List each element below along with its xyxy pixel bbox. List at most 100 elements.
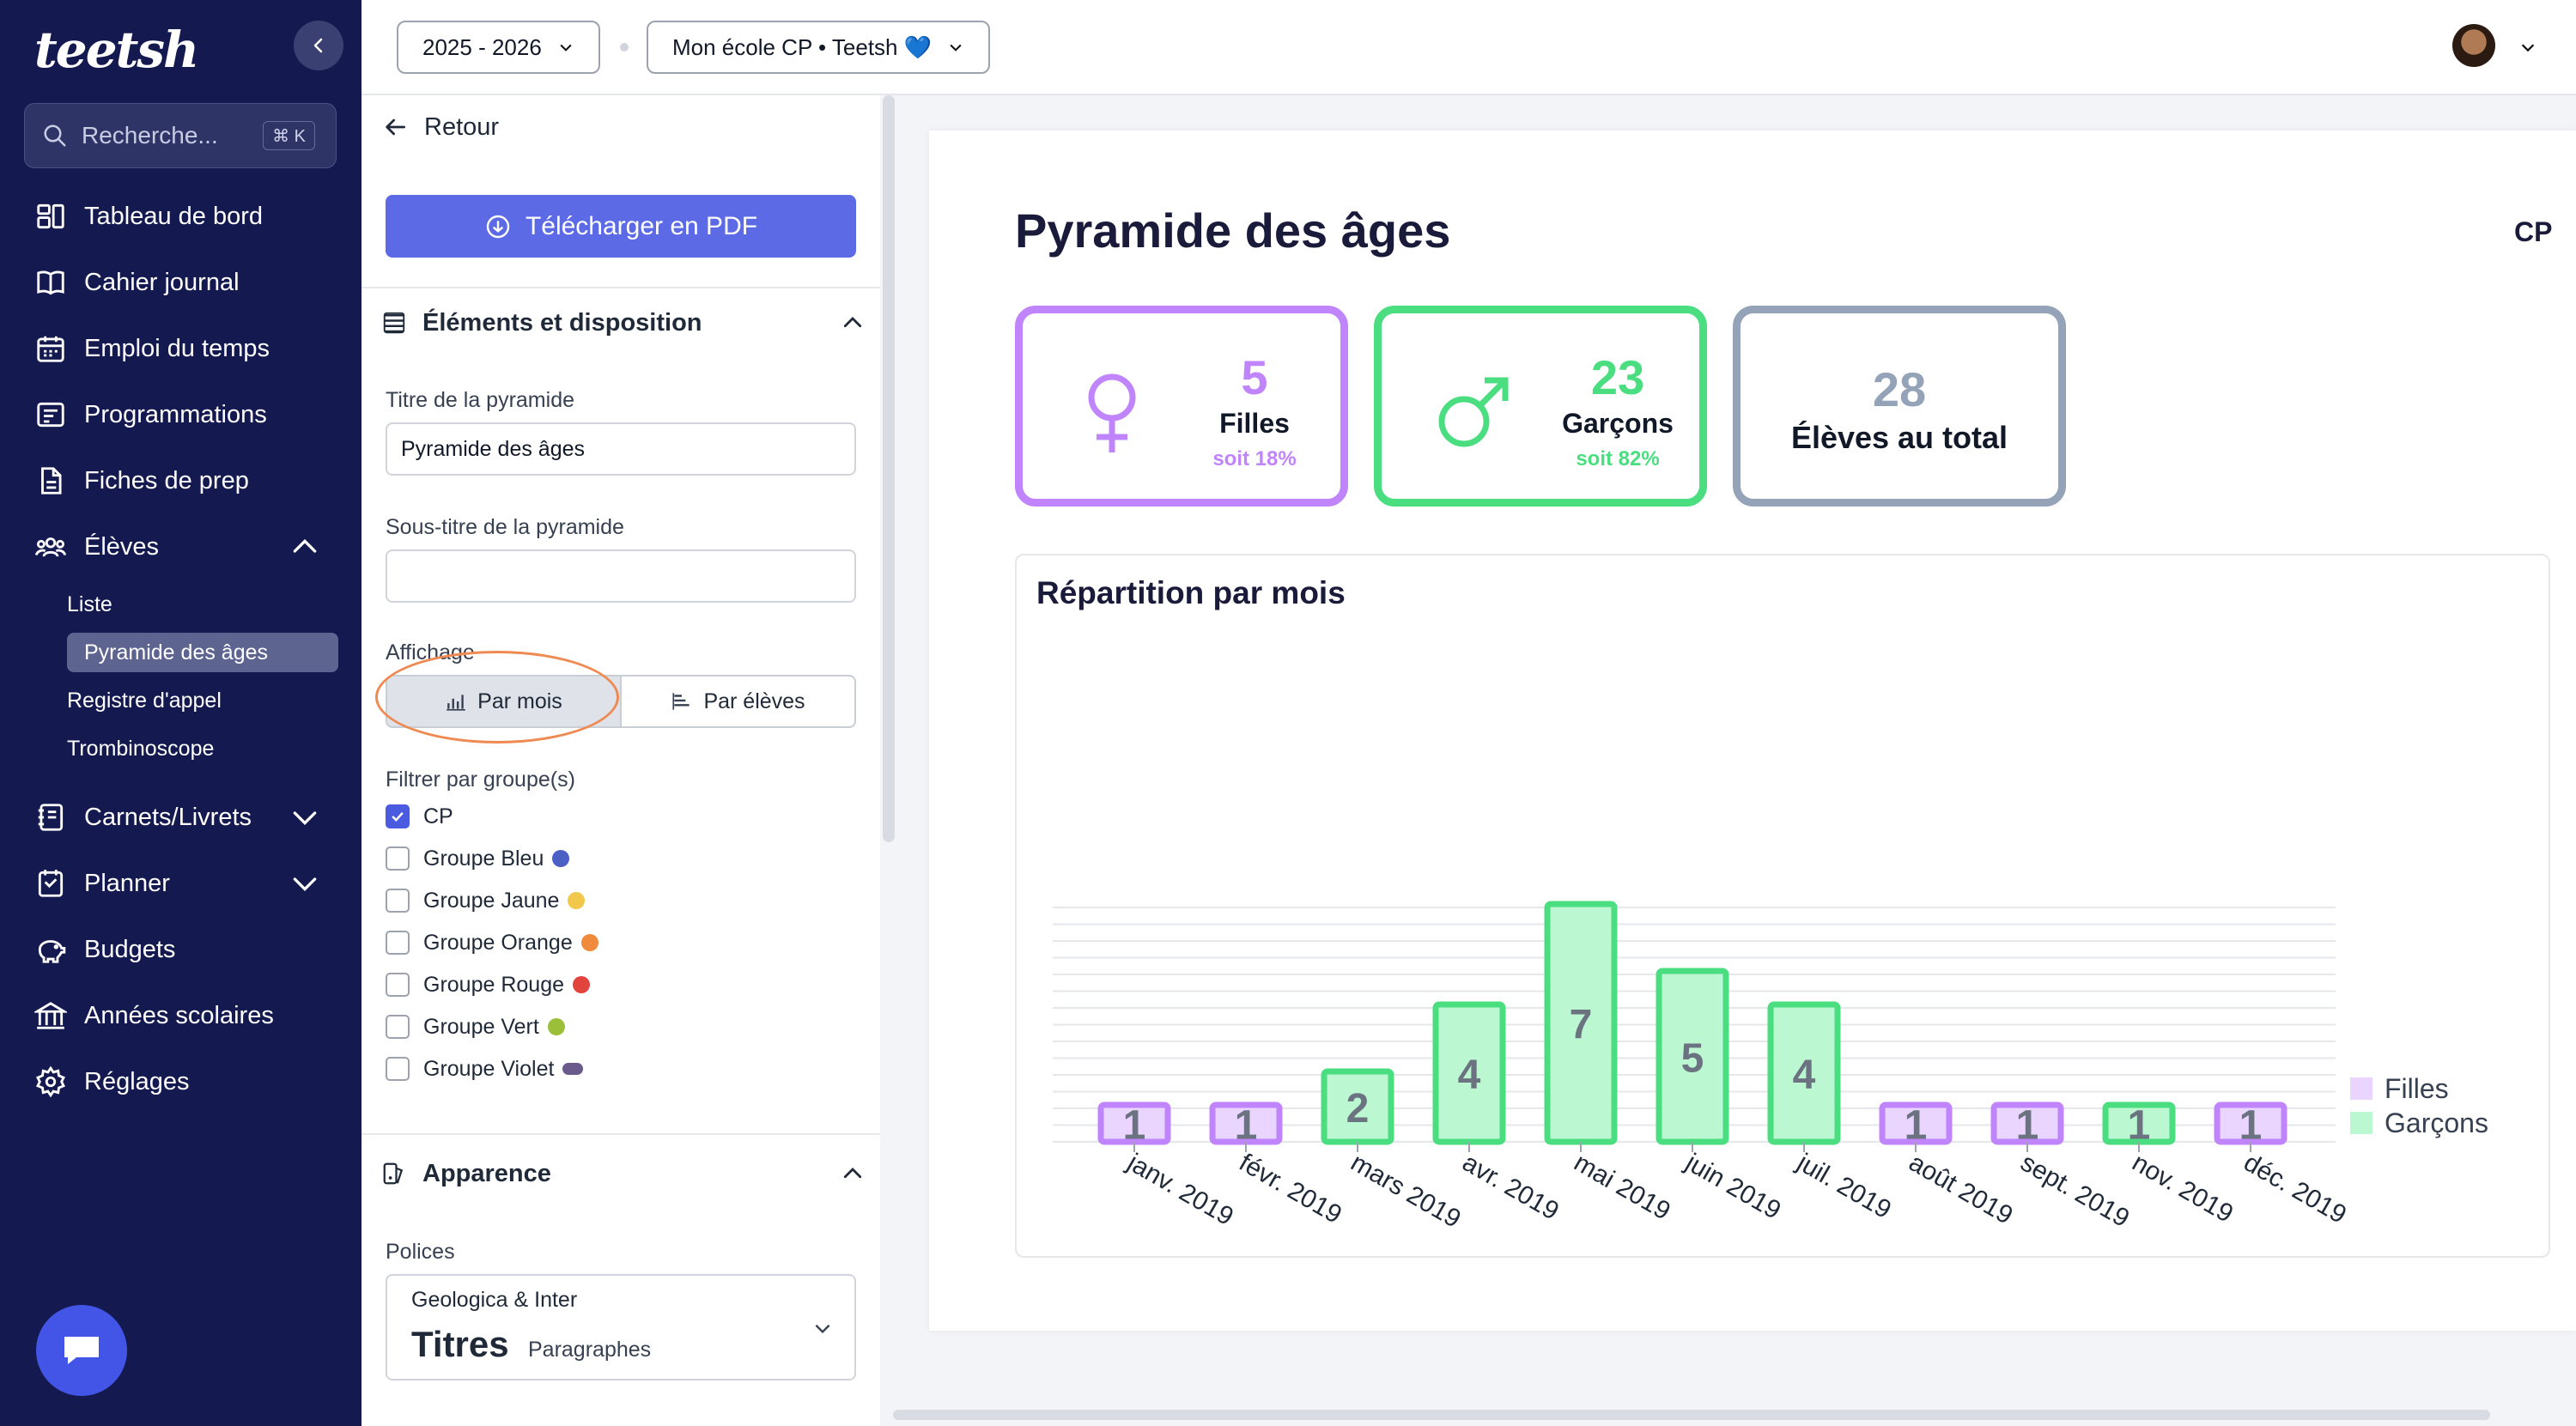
by-students-option[interactable]: Par élèves xyxy=(622,675,856,728)
legend-label: Filles xyxy=(2385,1073,2449,1104)
group-label: Groupe Jaune xyxy=(423,888,560,913)
girls-count: 5 xyxy=(1241,350,1268,404)
x-tick-label: nov. 2019 xyxy=(2128,1148,2239,1228)
girls-label: Filles xyxy=(1219,408,1290,439)
nav-label: Planner xyxy=(84,869,170,897)
chevron-down-icon xyxy=(815,1324,830,1334)
settings-panel xyxy=(361,95,880,1426)
chevron-down-icon[interactable] xyxy=(288,800,322,834)
group-checkbox-orange[interactable]: Groupe Orange xyxy=(386,927,598,958)
arrow-left-icon xyxy=(386,118,405,136)
sub-item-label: Registre d'appel xyxy=(67,688,222,713)
search-placeholder: Recherche... xyxy=(82,122,218,149)
app-logo[interactable]: teetsh xyxy=(34,21,199,79)
bar-value-label: 1 xyxy=(1235,1103,1258,1149)
nav-item-annees[interactable]: Années scolaires xyxy=(34,992,274,1040)
girls-percent: soit 18% xyxy=(1212,447,1297,470)
legend-swatch xyxy=(2350,1077,2372,1100)
bar-value-label: 4 xyxy=(1793,1053,1816,1098)
dashboard-icon xyxy=(37,203,64,229)
total-label: Élèves au total xyxy=(1790,420,2008,455)
pyramid-title-input[interactable] xyxy=(386,422,856,476)
male-symbol-icon xyxy=(1438,377,1509,447)
chat-button[interactable] xyxy=(36,1305,127,1396)
checkbox[interactable] xyxy=(386,1057,410,1081)
total-stat-card: 28 Élèves au total xyxy=(1733,306,2066,507)
font-pair: Geologica & Inter xyxy=(411,1288,578,1312)
nav-item-programmations[interactable]: Programmations xyxy=(34,391,267,439)
blueberry-icon xyxy=(552,850,570,867)
collapse-sidebar-button[interactable] xyxy=(294,21,343,70)
chevron-up-icon[interactable] xyxy=(288,530,322,564)
by-students-label: Par élèves xyxy=(703,689,805,713)
school-select[interactable]: Mon école CP • Teetsh 💙 xyxy=(647,21,991,74)
section-elements-header[interactable]: Éléments et disposition xyxy=(381,301,866,344)
panel-scrollbar[interactable] xyxy=(883,95,895,842)
nav-item-fiches[interactable]: Fiches de prep xyxy=(34,457,249,505)
section-appearance-header[interactable]: Apparence xyxy=(381,1152,866,1195)
nav-item-eleves[interactable]: Élèves xyxy=(34,523,159,571)
checkbox[interactable] xyxy=(386,1015,410,1039)
back-link[interactable]: Retour xyxy=(381,108,499,146)
eggplant-icon xyxy=(562,1063,584,1075)
divider xyxy=(361,1133,880,1135)
sub-item-pyramide[interactable]: Pyramide des âges xyxy=(67,633,338,672)
nav-label: Budgets xyxy=(84,935,176,963)
x-tick-label: déc. 2019 xyxy=(2239,1148,2352,1229)
piggy-bank-icon xyxy=(38,940,66,963)
horizontal-scrollbar[interactable] xyxy=(893,1410,2490,1420)
school-icon xyxy=(34,1002,67,1029)
nav-item-timetable[interactable]: Emploi du temps xyxy=(34,325,270,373)
avatar[interactable] xyxy=(2452,24,2495,67)
group-label: Groupe Orange xyxy=(423,930,573,955)
group-checkbox-bleu[interactable]: Groupe Bleu xyxy=(386,843,570,874)
group-label: Groupe Rouge xyxy=(423,972,565,997)
search-box[interactable]: Recherche... ⌘ K xyxy=(24,103,337,168)
nav-item-reglages[interactable]: Réglages xyxy=(34,1058,190,1106)
group-checkbox-violet[interactable]: Groupe Violet xyxy=(386,1053,584,1084)
checkbox[interactable] xyxy=(386,889,410,913)
group-checkbox-jaune[interactable]: Groupe Jaune xyxy=(386,885,586,916)
nav-item-planner[interactable]: Planner xyxy=(34,859,170,907)
checkbox[interactable] xyxy=(386,846,410,871)
chevron-down-icon[interactable] xyxy=(2518,38,2537,57)
nav-item-dashboard[interactable]: Tableau de bord xyxy=(34,192,263,240)
font-select[interactable]: Geologica & Inter Titres Paragraphes xyxy=(386,1274,856,1380)
boys-stat-card: 23 Garçons soit 82% xyxy=(1374,306,1707,507)
notebook-icon xyxy=(38,804,64,831)
download-icon xyxy=(486,215,510,238)
group-checkbox-vert[interactable]: Groupe Vert xyxy=(386,1011,565,1042)
gear-icon xyxy=(36,1065,65,1098)
sub-item-trombinoscope[interactable]: Trombinoscope xyxy=(50,729,321,768)
pyramid-subtitle-input[interactable] xyxy=(386,549,856,603)
kiwi-icon xyxy=(547,1018,565,1035)
search-icon xyxy=(44,124,66,147)
pyramid-title: Pyramide des âges xyxy=(1015,203,1451,258)
year-select[interactable]: 2025 - 2026 xyxy=(397,21,600,74)
bar-value-label: 5 xyxy=(1681,1036,1704,1082)
section-title: Apparence xyxy=(422,1159,551,1187)
search-shortcut: ⌘ K xyxy=(263,121,315,150)
horizontal-bars-icon xyxy=(672,693,690,710)
chart-title: Répartition par mois xyxy=(1036,575,1346,610)
group-checkbox-cp[interactable]: CP xyxy=(386,801,453,832)
checkbox[interactable] xyxy=(386,931,410,955)
sub-item-label: Liste xyxy=(67,592,112,616)
chevron-up-icon xyxy=(843,317,862,328)
chevron-down-icon xyxy=(950,44,962,52)
x-tick-label: mars 2019 xyxy=(1346,1148,1466,1233)
checkbox[interactable] xyxy=(386,804,410,828)
nav-item-carnets[interactable]: Carnets/Livrets xyxy=(34,793,252,841)
sub-item-label: Trombinoscope xyxy=(67,736,215,761)
checkbox[interactable] xyxy=(386,973,410,997)
legend-swatch xyxy=(2350,1112,2372,1134)
chevron-down-icon[interactable] xyxy=(288,866,322,901)
nav-item-journal[interactable]: Cahier journal xyxy=(34,258,240,306)
sub-item-registre[interactable]: Registre d'appel xyxy=(50,681,321,720)
sub-item-liste[interactable]: Liste xyxy=(50,585,321,624)
download-pdf-button[interactable]: Télécharger en PDF xyxy=(386,195,856,258)
nav-label: Cahier journal xyxy=(84,268,240,296)
nav-item-budgets[interactable]: Budgets xyxy=(34,925,175,974)
nav-label: Réglages xyxy=(84,1067,190,1095)
group-checkbox-rouge[interactable]: Groupe Rouge xyxy=(386,969,591,1000)
